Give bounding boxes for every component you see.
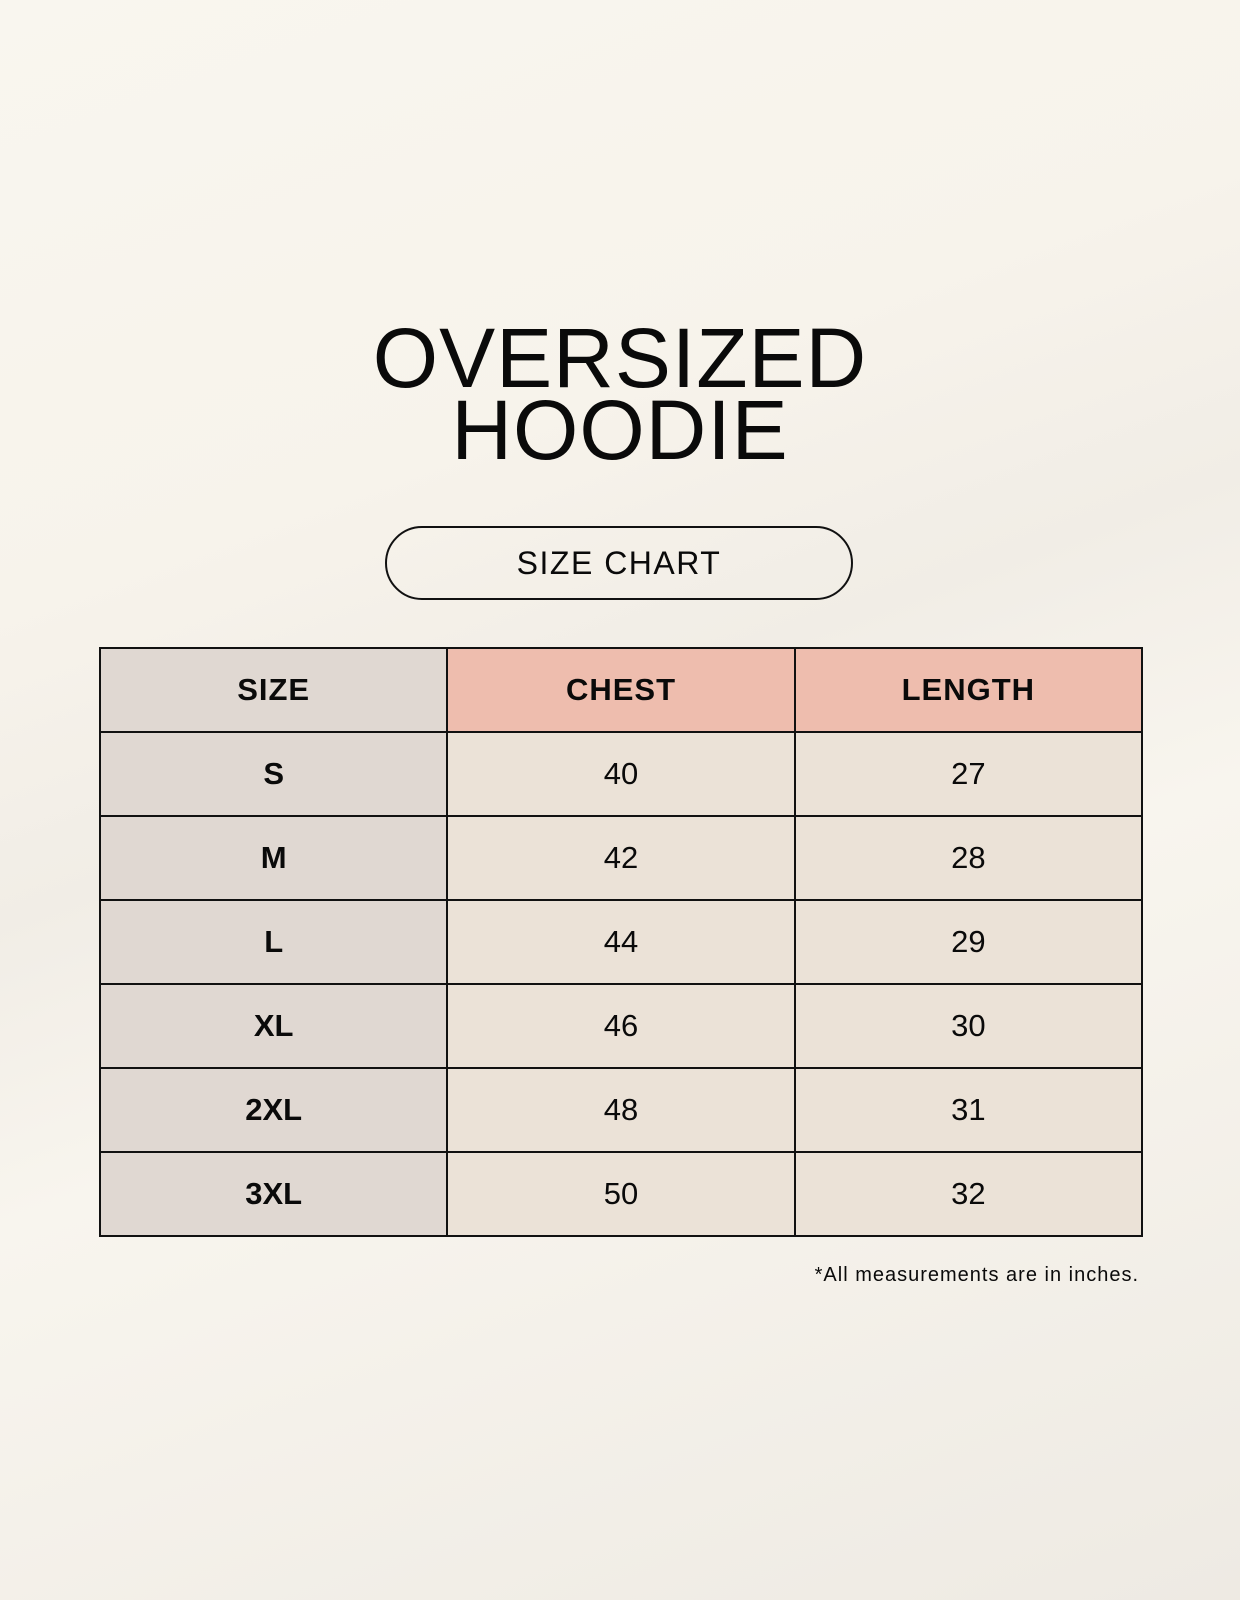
table-header-row: SIZE CHEST LENGTH	[98, 647, 1144, 733]
chest-cell: 46	[446, 983, 796, 1069]
length-cell: 28	[793, 815, 1144, 901]
length-cell: 27	[793, 731, 1144, 817]
size-cell: XL	[98, 983, 449, 1069]
title-line-2: HOODIE	[451, 383, 789, 477]
table-row: 3XL 50 32	[98, 1151, 1144, 1237]
page-title: OVERSIZED HOODIE	[0, 311, 1240, 477]
size-chart-badge: SIZE CHART	[385, 526, 853, 600]
header-length: LENGTH	[793, 647, 1144, 733]
header-chest: CHEST	[446, 647, 796, 733]
length-cell: 32	[793, 1151, 1144, 1237]
table-row: XL 46 30	[98, 983, 1144, 1069]
header-size: SIZE	[98, 647, 449, 733]
size-cell: 2XL	[98, 1067, 449, 1153]
size-cell: M	[98, 815, 449, 901]
chest-cell: 50	[446, 1151, 796, 1237]
length-cell: 31	[793, 1067, 1144, 1153]
table-row: S 40 27	[98, 731, 1144, 817]
table-row: L 44 29	[98, 899, 1144, 985]
length-cell: 29	[793, 899, 1144, 985]
chest-cell: 42	[446, 815, 796, 901]
chest-cell: 40	[446, 731, 796, 817]
subtitle: SIZE CHART	[516, 544, 722, 581]
title-line-1: OVERSIZED	[372, 311, 868, 405]
size-cell: 3XL	[98, 1151, 449, 1237]
length-cell: 30	[793, 983, 1144, 1069]
size-cell: S	[98, 731, 449, 817]
table-row: M 42 28	[98, 815, 1144, 901]
table-row: 2XL 48 31	[98, 1067, 1144, 1153]
footnote: *All measurements are in inches.	[814, 1264, 1139, 1286]
chest-cell: 48	[446, 1067, 796, 1153]
size-table: SIZE CHEST LENGTH S 40 27 M 42 28 L 44 29 XL 46 30 2…	[98, 647, 1144, 1237]
size-cell: L	[98, 899, 449, 985]
chest-cell: 44	[446, 899, 796, 985]
